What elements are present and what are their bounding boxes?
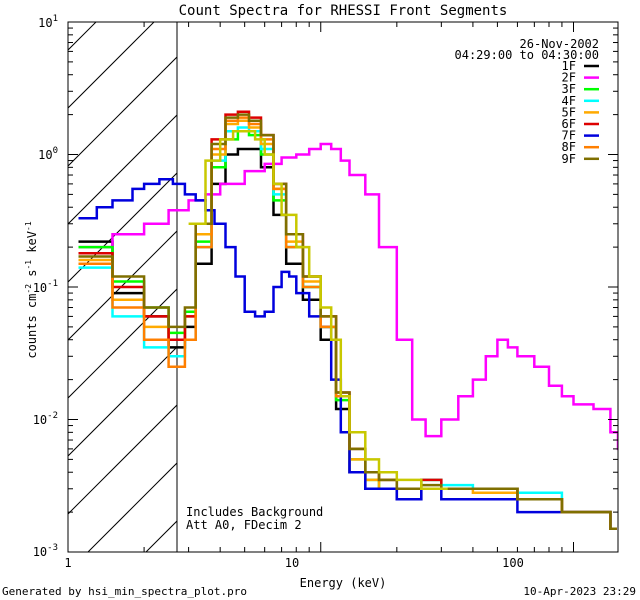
hatch-line [68,22,155,109]
legend-label-7f: 7F [562,129,576,143]
hatched-region [68,22,177,552]
annotation-background: Includes Background [186,505,323,519]
series-6f [78,110,617,530]
y-tick-label-1e-2: 10-2 [33,411,58,427]
series-2f [78,142,618,451]
y-tick-label-1e-1: 10-1 [33,279,58,295]
hatch-line [68,114,177,225]
x-axis-label: Energy (keV) [300,576,387,590]
series-yellow-green [188,129,448,491]
series-9f [78,113,617,530]
axis-ticks [67,21,618,553]
hatch-line [68,172,177,283]
hatch-line [68,230,177,341]
legend-label-9f: 9F [562,152,576,166]
hatch-line [68,346,177,457]
x-tick-label-1: 1 [64,556,71,570]
legend-label-1f: 1F [562,59,576,73]
plot-frame [67,21,619,553]
series-7f [78,178,617,530]
x-tick-label-10: 10 [285,556,299,570]
y-tick-label-1e1: 101 [38,14,58,30]
hatch-line [68,404,177,515]
hatch-line [87,462,177,552]
legend-label-2f: 2F [562,71,576,85]
x-tick-label-100: 100 [502,556,524,570]
y-tick-label-1e-3: 10-3 [33,543,58,559]
time-range-label: 04:29:00 to 04:30:00 [455,48,600,62]
legend-label-6f: 6F [562,117,576,131]
legend-label-5f: 5F [562,105,576,119]
annotation-attenuator: Att A0, FDecim 2 [186,518,302,532]
y-tick-label-1e0: 100 [38,146,58,162]
footer-generated-by: Generated by hsi_min_spectra_plot.pro [2,585,247,598]
series-layer [78,110,618,530]
footer-timestamp: 10-Apr-2023 23:29 [523,585,636,598]
y-axis-label: counts cm-2 s-1 keV-1 [24,221,39,358]
hatch-line [68,22,97,51]
legend-label-3f: 3F [562,82,576,96]
legend-label-8f: 8F [562,140,576,154]
chart-title: Count Spectra for RHESSI Front Segments [179,3,508,19]
legend-label-4f: 4F [562,94,576,108]
hatch-line [68,56,177,167]
date-label: 26-Nov-2002 [520,37,599,51]
